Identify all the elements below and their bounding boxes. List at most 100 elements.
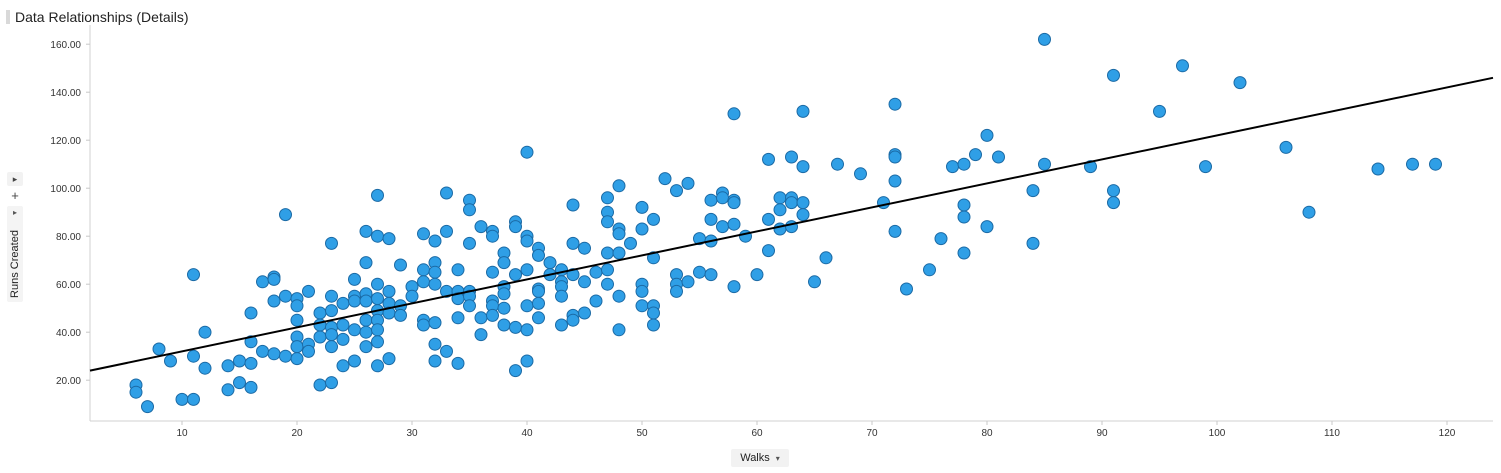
data-point [773,191,787,205]
data-point [509,364,522,378]
data-point [290,340,304,354]
x-axis-field-button[interactable]: Walks ▾ [731,449,789,467]
data-point [279,289,292,303]
data-point [428,234,442,248]
data-point [716,220,729,234]
data-point [670,184,683,198]
data-point [497,287,511,301]
data-point [359,325,373,339]
data-point [325,289,338,303]
expand-arrow-icon[interactable]: ▸ [7,172,23,186]
data-point [647,212,660,226]
data-point [486,229,499,243]
data-point [946,160,959,174]
data-point [279,208,292,222]
y-tick-label: 80.00 [56,232,81,243]
add-icon[interactable]: + [11,187,19,203]
data-point [543,256,557,270]
y-tick-label: 140.00 [50,88,81,99]
data-point [566,268,580,282]
data-point [785,150,798,164]
data-point [681,176,695,190]
data-point [520,323,534,337]
data-point [509,220,522,234]
data-point [612,227,626,241]
data-point [957,198,971,212]
data-point [221,359,235,373]
x-axis-label: Walks [740,452,770,464]
data-point [325,236,338,250]
data-point [187,268,200,282]
data-point [497,256,511,270]
data-point [589,294,603,308]
data-point [233,354,246,368]
data-point [1026,184,1040,198]
y-tick-label: 20.00 [56,376,81,387]
title-accent-bar [6,10,10,24]
data-point [371,359,384,373]
data-point [497,318,511,332]
data-point [647,251,660,265]
data-point [325,304,338,318]
data-point [1153,104,1166,118]
data-point [555,289,568,303]
data-point [624,236,637,250]
data-point [716,191,729,205]
data-point [612,289,626,303]
data-point [693,265,706,279]
data-point [612,246,626,260]
x-tick-label: 80 [981,428,993,439]
data-point [900,282,913,296]
data-point [957,210,971,224]
data-point [601,215,614,229]
data-point [934,232,948,246]
data-point [601,263,614,277]
data-point [785,196,798,210]
x-tick-label: 70 [866,428,878,439]
data-point [831,157,844,171]
data-point [578,241,591,255]
data-point [532,284,545,298]
data-point [727,196,741,210]
data-point [957,157,971,171]
data-point [141,400,154,414]
data-point [313,330,327,344]
data-point [647,306,660,320]
data-point [773,203,787,217]
data-point [451,356,465,370]
x-tick-label: 110 [1324,428,1340,439]
data-point [532,248,545,262]
data-point [1026,236,1040,250]
data-point [635,200,649,214]
data-point [244,380,258,394]
data-point [520,263,534,277]
x-tick-label: 120 [1439,428,1456,439]
data-point [566,236,580,250]
data-point [451,263,465,277]
data-point [888,224,902,238]
data-point [704,193,718,207]
data-point [796,104,810,118]
data-point [256,344,269,358]
data-point [1038,32,1051,46]
data-point [187,392,200,406]
data-point [796,208,810,222]
data-point [256,275,269,289]
data-point [428,337,442,351]
data-point [371,229,384,243]
data-point [532,311,545,325]
panel-title: Data Relationships (Details) [6,8,189,26]
data-point [1406,157,1419,171]
data-point [221,383,235,397]
data-point [762,244,775,258]
data-point [175,392,189,406]
trend-line [89,76,1494,372]
x-tick-label: 20 [291,428,303,439]
data-point [348,294,361,308]
data-point [808,275,821,289]
x-tick-label: 90 [1096,428,1108,439]
data-point [658,172,672,186]
y-axis-field-button[interactable]: ▸ Runs Created [7,206,23,302]
data-point [520,234,534,248]
data-point [267,347,281,361]
